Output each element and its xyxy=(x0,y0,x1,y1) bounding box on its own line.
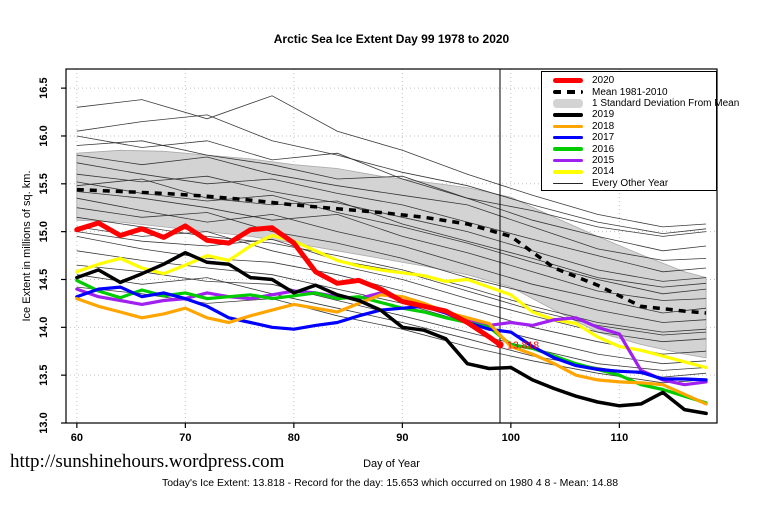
legend-row: 2017 xyxy=(542,132,716,143)
legend-row: 2018 xyxy=(542,121,716,132)
series-2019-line xyxy=(75,250,708,416)
stats-footnote: Today's Ice Extent: 13.818 - Record for … xyxy=(161,477,619,489)
legend-label: 2019 xyxy=(592,109,615,121)
every-other-year-line xyxy=(76,197,707,314)
legend-swatch-line xyxy=(553,182,583,184)
x-tick-label: 110 xyxy=(610,432,628,444)
y-tick-label: 13.5 xyxy=(38,364,50,385)
legend-swatch-dashed xyxy=(553,90,583,95)
legend-row: 2015 xyxy=(542,155,716,166)
legend-label: 2015 xyxy=(592,154,615,166)
legend-swatch-line xyxy=(553,147,583,151)
legend-row: 2014 xyxy=(542,166,716,177)
y-tick-label: 15.0 xyxy=(38,221,50,242)
every-other-year-line xyxy=(76,162,707,273)
every-other-year-line xyxy=(76,140,707,252)
x-tick-label: 70 xyxy=(179,432,191,444)
legend-swatch-line xyxy=(553,158,583,163)
legend-box: 2020 Mean 1981-2010 1 Standard Deviation F… xyxy=(541,71,739,191)
every-other-year-line xyxy=(76,114,707,235)
legend-label: 2018 xyxy=(592,120,615,132)
every-other-year-line xyxy=(76,181,707,295)
y-tick-label: 14.5 xyxy=(38,269,50,290)
series-2017-line xyxy=(75,285,708,382)
legend-row: 2019 xyxy=(542,109,716,120)
series-2020-line xyxy=(74,220,503,348)
y-tick-label: 13.0 xyxy=(38,412,50,433)
legend-row: Mean 1981-2010 xyxy=(542,86,716,98)
mean-1981-2010-line xyxy=(76,187,707,315)
watermark-url: http://sunshinehours.wordpress.com xyxy=(10,451,285,472)
every-other-year-line xyxy=(76,178,707,288)
y-tick-label: 15.5 xyxy=(38,173,50,194)
endpoint-annotation: 13.818 xyxy=(507,340,539,352)
legend-row: Every Other Year xyxy=(542,178,716,189)
every-other-year-line xyxy=(76,154,707,261)
y-tick-label: 14.0 xyxy=(38,317,50,338)
x-tick-label: 90 xyxy=(396,432,408,444)
every-other-year-line xyxy=(76,207,707,323)
every-other-year-line xyxy=(76,95,707,228)
legend-label: 2017 xyxy=(592,132,615,144)
plot-frame xyxy=(65,68,718,424)
legend-swatch-line xyxy=(553,113,583,117)
legend-swatch-line xyxy=(553,135,583,140)
y-axis-label: Ice Extent in millions of sq. km. xyxy=(21,170,33,322)
legend-label: 1 Standard Deviation From Mean xyxy=(592,97,740,109)
legend-label: 2014 xyxy=(592,166,615,178)
y-tick-label: 16.0 xyxy=(38,125,50,146)
every-other-year-line xyxy=(76,135,707,237)
x-tick-label: 60 xyxy=(71,432,83,444)
series-2020-endpoint-dot xyxy=(496,341,504,349)
legend-row: 2020 xyxy=(542,75,716,86)
x-tick-label: 100 xyxy=(502,432,520,444)
every-other-year-line xyxy=(76,264,707,371)
x-axis-label: Day of Year xyxy=(363,458,420,470)
legend-swatch-line xyxy=(553,124,583,128)
y-tick-label: 16.5 xyxy=(38,77,50,98)
legend-swatch-line xyxy=(553,170,583,174)
chart-title: Arctic Sea Ice Extent Day 99 1978 to 202… xyxy=(273,32,510,46)
series-2014-line xyxy=(75,233,708,370)
legend-label: 2016 xyxy=(592,143,615,155)
legend-swatch-band xyxy=(553,98,583,108)
legend-row: 2016 xyxy=(542,143,716,155)
legend-label: Every Other Year xyxy=(592,177,669,189)
x-tick-label: 80 xyxy=(288,432,300,444)
legend-label: 2020 xyxy=(592,75,615,87)
legend-label: Mean 1981-2010 xyxy=(592,86,668,98)
legend-swatch-line xyxy=(553,78,583,84)
every-other-year-line xyxy=(76,173,707,282)
legend-row: 1 Standard Deviation From Mean xyxy=(542,98,739,109)
